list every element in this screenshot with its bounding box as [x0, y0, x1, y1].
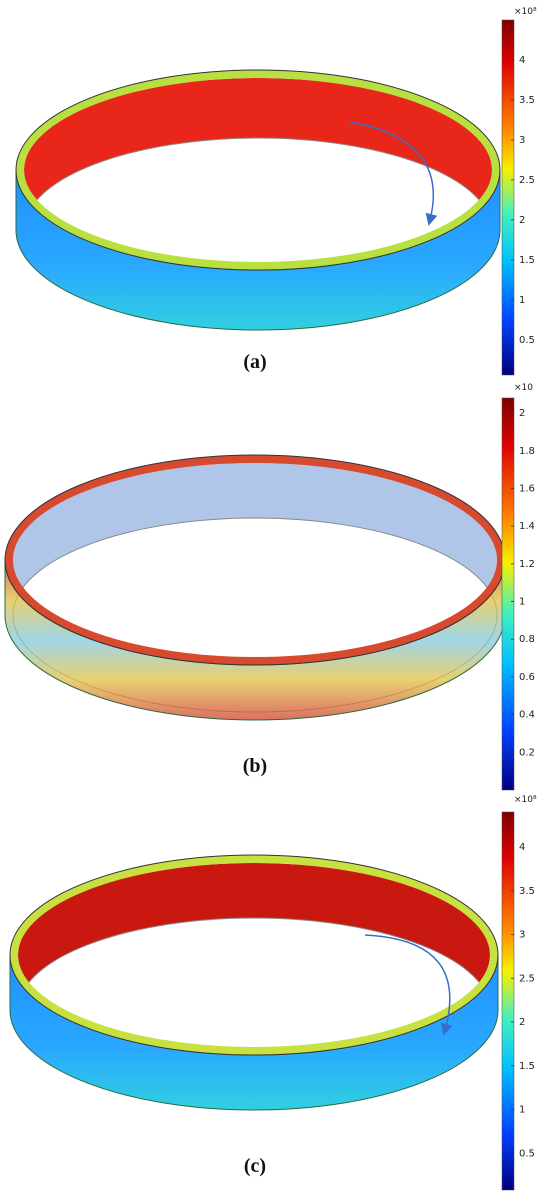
colorbar-tick-label: 0.4 — [519, 710, 535, 721]
colorbar-tick-label: 2.5 — [519, 973, 535, 984]
colorbar-tick-label: 1.2 — [519, 559, 535, 570]
colorbar — [502, 20, 514, 375]
panel-label: (b) — [243, 755, 267, 777]
colorbar — [502, 812, 514, 1190]
colorbar-tick-label: 3.5 — [519, 95, 535, 106]
colorbar-tick-label: 0.6 — [519, 672, 535, 683]
colorbar-tick-label: 0.5 — [519, 335, 535, 346]
colorbar-tick-label: 1.4 — [519, 521, 535, 532]
colorbar-tick-label: 2 — [519, 215, 525, 226]
colorbar-tick-label: 1 — [519, 295, 525, 306]
colorbar-tick-label: 1.5 — [519, 1061, 535, 1072]
colorbar-tick-label: 2.5 — [519, 175, 535, 186]
colorbar-tick-label: 1.8 — [519, 446, 535, 457]
colorbar-tick-label: 1.6 — [519, 483, 535, 494]
colorbar-tick-label: 3 — [519, 930, 525, 941]
colorbar-tick-label: 2 — [519, 1017, 525, 1028]
colorbar-tick-label: 0.2 — [519, 747, 535, 758]
colorbar-tick-label: 0.8 — [519, 634, 535, 645]
colorbar-tick-label: 1 — [519, 597, 525, 608]
panel-label: (a) — [243, 351, 266, 373]
colorbar-multiplier: ×10⁸ — [514, 795, 537, 805]
panel-label: (c) — [244, 1155, 266, 1177]
figure: ×10⁸ 0.5 1 1.5 2 2.5 3 3.5 4 (a) ×10 0.2 0.4 0.6 0.8 1 1… — [0, 0, 539, 1197]
colorbar-tick-label: 2 — [519, 408, 525, 419]
colorbar-tick-label: 4 — [519, 842, 525, 853]
colorbar-tick-label: 1 — [519, 1105, 525, 1116]
colorbar-tick-label: 3 — [519, 135, 525, 146]
colorbar — [502, 398, 514, 790]
colorbar-multiplier: ×10⁸ — [514, 7, 537, 17]
colorbar-tick-label: 1.5 — [519, 255, 535, 266]
colorbar-tick-label: 3.5 — [519, 886, 535, 897]
colorbar-multiplier: ×10 — [514, 383, 533, 393]
colorbar-tick-label: 0.5 — [519, 1148, 535, 1159]
colorbar-tick-label: 4 — [519, 55, 525, 66]
